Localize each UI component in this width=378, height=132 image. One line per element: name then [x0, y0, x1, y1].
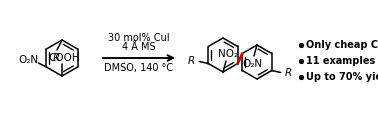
Text: O₂N: O₂N	[242, 59, 262, 69]
Text: 4 Å MS: 4 Å MS	[122, 42, 156, 52]
Text: R: R	[53, 53, 60, 63]
Text: R: R	[285, 67, 292, 77]
Text: Up to 70% yield: Up to 70% yield	[306, 72, 378, 82]
Text: Only cheap Cu as catalyst: Only cheap Cu as catalyst	[306, 40, 378, 50]
Text: R: R	[187, 56, 195, 67]
Text: DMSO, 140 °C: DMSO, 140 °C	[104, 63, 174, 73]
Text: O₂N: O₂N	[19, 55, 39, 65]
Text: 30 mol% CuI: 30 mol% CuI	[108, 33, 170, 43]
Text: COOH: COOH	[48, 53, 80, 63]
Text: NO₂: NO₂	[218, 49, 238, 59]
Text: 11 examples: 11 examples	[306, 56, 375, 66]
